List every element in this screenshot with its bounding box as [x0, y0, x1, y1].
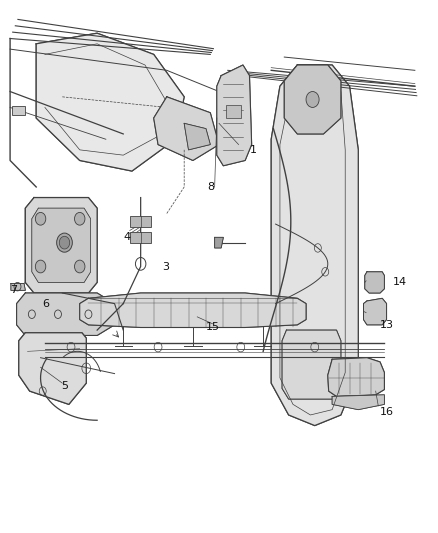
Polygon shape — [215, 237, 223, 248]
Polygon shape — [282, 330, 341, 399]
Text: 6: 6 — [43, 298, 50, 309]
Text: 16: 16 — [380, 407, 394, 417]
Polygon shape — [11, 284, 25, 290]
Bar — [130, 232, 151, 243]
Polygon shape — [217, 65, 252, 166]
Circle shape — [35, 260, 46, 273]
Polygon shape — [184, 123, 210, 150]
Polygon shape — [284, 65, 341, 134]
Circle shape — [306, 92, 319, 108]
Text: 5: 5 — [61, 381, 68, 391]
Bar — [130, 216, 151, 227]
Polygon shape — [154, 97, 219, 160]
Polygon shape — [271, 65, 358, 425]
Text: 7: 7 — [10, 285, 17, 295]
Text: 4: 4 — [123, 232, 131, 243]
Text: 1: 1 — [250, 145, 257, 155]
Polygon shape — [25, 198, 97, 293]
Polygon shape — [19, 333, 86, 405]
Bar — [226, 105, 241, 118]
Polygon shape — [364, 298, 387, 325]
Polygon shape — [32, 208, 91, 282]
Polygon shape — [365, 272, 385, 293]
Text: 13: 13 — [380, 320, 394, 330]
Text: 3: 3 — [162, 262, 170, 271]
Polygon shape — [328, 358, 385, 397]
Circle shape — [57, 233, 72, 252]
Text: 8: 8 — [208, 182, 215, 192]
Text: 15: 15 — [205, 322, 219, 333]
Polygon shape — [332, 395, 385, 410]
Circle shape — [59, 236, 70, 249]
Circle shape — [74, 213, 85, 225]
Circle shape — [35, 213, 46, 225]
Text: 14: 14 — [393, 277, 407, 287]
Polygon shape — [80, 293, 306, 327]
Polygon shape — [17, 293, 115, 335]
Polygon shape — [36, 33, 184, 171]
Circle shape — [74, 260, 85, 273]
Bar — [12, 106, 25, 115]
